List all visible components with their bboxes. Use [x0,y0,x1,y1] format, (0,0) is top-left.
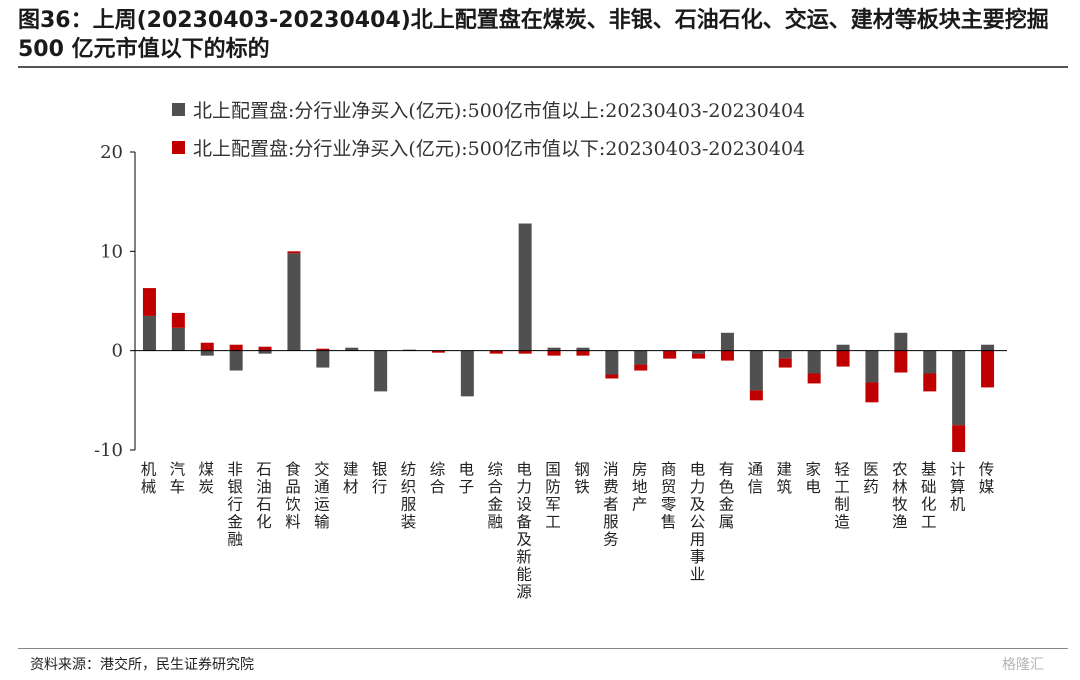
bar-above-500 [865,350,879,383]
x-tick-label: 钢铁 [572,461,590,496]
legend-item-above: 北上配置盘:分行业净买入(亿元):500亿市值以上:20230403-20230… [172,90,805,128]
y-tick-label: 10 [100,241,123,262]
x-tick-label: 机械 [138,461,156,496]
x-tick-label: 国防军工 [543,461,561,531]
bar-above-500 [778,350,792,359]
bar-below-500 [576,350,590,356]
bar-below-500 [778,358,792,368]
bar-below-500 [171,312,185,328]
bar-above-500 [576,347,590,351]
x-tick-label: 交通运输 [312,461,330,531]
bar-below-500 [981,350,995,388]
bar-above-500 [171,327,185,351]
x-tick-label: 电力设备及新能源 [514,461,532,601]
bar-above-500 [634,350,648,365]
bar-above-500 [460,350,474,397]
bar-above-500 [836,344,850,351]
bar-below-500 [229,344,243,351]
x-tick-label: 轻工制造 [832,461,850,531]
bar-below-500 [865,382,879,403]
legend-swatch-above [172,102,185,116]
bar-above-500 [200,350,214,356]
chart-title: 图36：上周(20230403-20230404)北上配置盘在煤炭、非银、石油石… [18,8,1049,62]
bar-above-500 [692,350,706,354]
x-tick-label: 食品饮料 [283,461,301,531]
bar-above-500 [547,347,561,351]
bar-below-500 [894,350,908,373]
legend-swatch-below [172,140,185,154]
x-tick-label: 综合金融 [485,461,503,531]
bar-below-500 [749,390,763,401]
x-tick-label: 汽车 [167,461,185,496]
bar-below-500 [547,350,561,356]
bar-chart: 20100-10机械 汽车 煤炭 非银行金融 石油石化 食品饮料 交通运输 建材 银行 纺织服装综… [94,142,1007,601]
x-tick-label: 建材 [341,461,359,496]
x-tick-label: 家电 [803,461,821,496]
legend: 北上配置盘:分行业净买入(亿元):500亿市值以上:20230403-20230… [172,90,805,166]
x-tick-label: 房地产 [630,461,648,514]
legend-label-below: 北上配置盘:分行业净买入(亿元):500亿市值以下:20230403-20230… [193,137,806,160]
x-tick-label: 银行 [370,461,388,496]
bar-below-500 [605,374,619,379]
x-tick-label: 非银行金融 [225,461,243,549]
bar-below-500 [663,350,677,359]
bar-above-500 [605,350,619,375]
bar-below-500 [518,350,532,354]
x-tick-label: 纺织服装 [399,461,417,531]
bar-above-500 [923,350,937,374]
bar-below-500 [142,288,156,316]
bar-below-500 [200,342,214,351]
bar-above-500 [720,332,734,351]
bar-below-500 [923,373,937,392]
x-tick-label: 电力及公用事业 [688,461,706,584]
x-tick-label: 有色金属 [716,461,734,531]
bar-below-500 [836,350,850,367]
bar-above-500 [894,332,908,351]
bar-above-500 [316,350,330,368]
x-tick-label: 电子 [456,461,474,496]
title-divider [18,66,1068,68]
bar-above-500 [807,350,821,374]
legend-label-above: 北上配置盘:分行业净买入(亿元):500亿市值以上:20230403-20230… [193,99,806,122]
bar-below-500 [258,346,272,351]
source-note: 资料来源：港交所，民生证券研究院 [30,657,254,673]
y-tick-label: -10 [94,440,123,461]
y-tick-label: 0 [112,341,123,362]
x-tick-label: 传媒 [977,461,995,496]
footer-divider [18,648,1068,649]
y-tick-label: 20 [100,142,123,163]
watermark: 格隆汇 [1002,657,1044,673]
bar-above-500 [981,344,995,351]
bar-above-500 [142,315,156,351]
x-tick-label: 建筑 [774,461,792,496]
bar-above-500 [258,350,272,354]
x-tick-label: 基础化工 [919,461,937,531]
x-tick-label: 综合 [427,461,445,496]
bar-below-500 [720,350,734,361]
bar-above-500 [229,350,243,371]
bar-below-500 [431,350,445,353]
bar-below-500 [807,373,821,384]
x-tick-label: 农林牧渔 [890,461,908,531]
bar-below-500 [634,364,648,371]
bar-above-500 [287,253,301,351]
bar-below-500 [287,251,301,254]
legend-item-below: 北上配置盘:分行业净买入(亿元):500亿市值以下:20230403-20230… [172,128,805,166]
x-tick-label: 煤炭 [196,461,214,496]
bar-above-500 [345,347,359,351]
x-tick-label: 商贸零售 [659,461,677,531]
x-tick-label: 消费者服务 [601,461,619,549]
x-tick-label: 石油石化 [254,461,272,531]
bar-below-500 [692,353,706,359]
x-tick-label: 计算机 [948,461,966,514]
x-tick-label: 医药 [861,461,879,496]
bar-below-500 [952,425,966,452]
bar-below-500 [316,348,330,351]
bar-above-500 [749,350,763,391]
x-tick-label: 通信 [745,461,763,496]
bar-above-500 [952,350,966,426]
bar-above-500 [374,350,388,392]
bar-above-500 [518,223,532,351]
bar-below-500 [489,350,503,354]
